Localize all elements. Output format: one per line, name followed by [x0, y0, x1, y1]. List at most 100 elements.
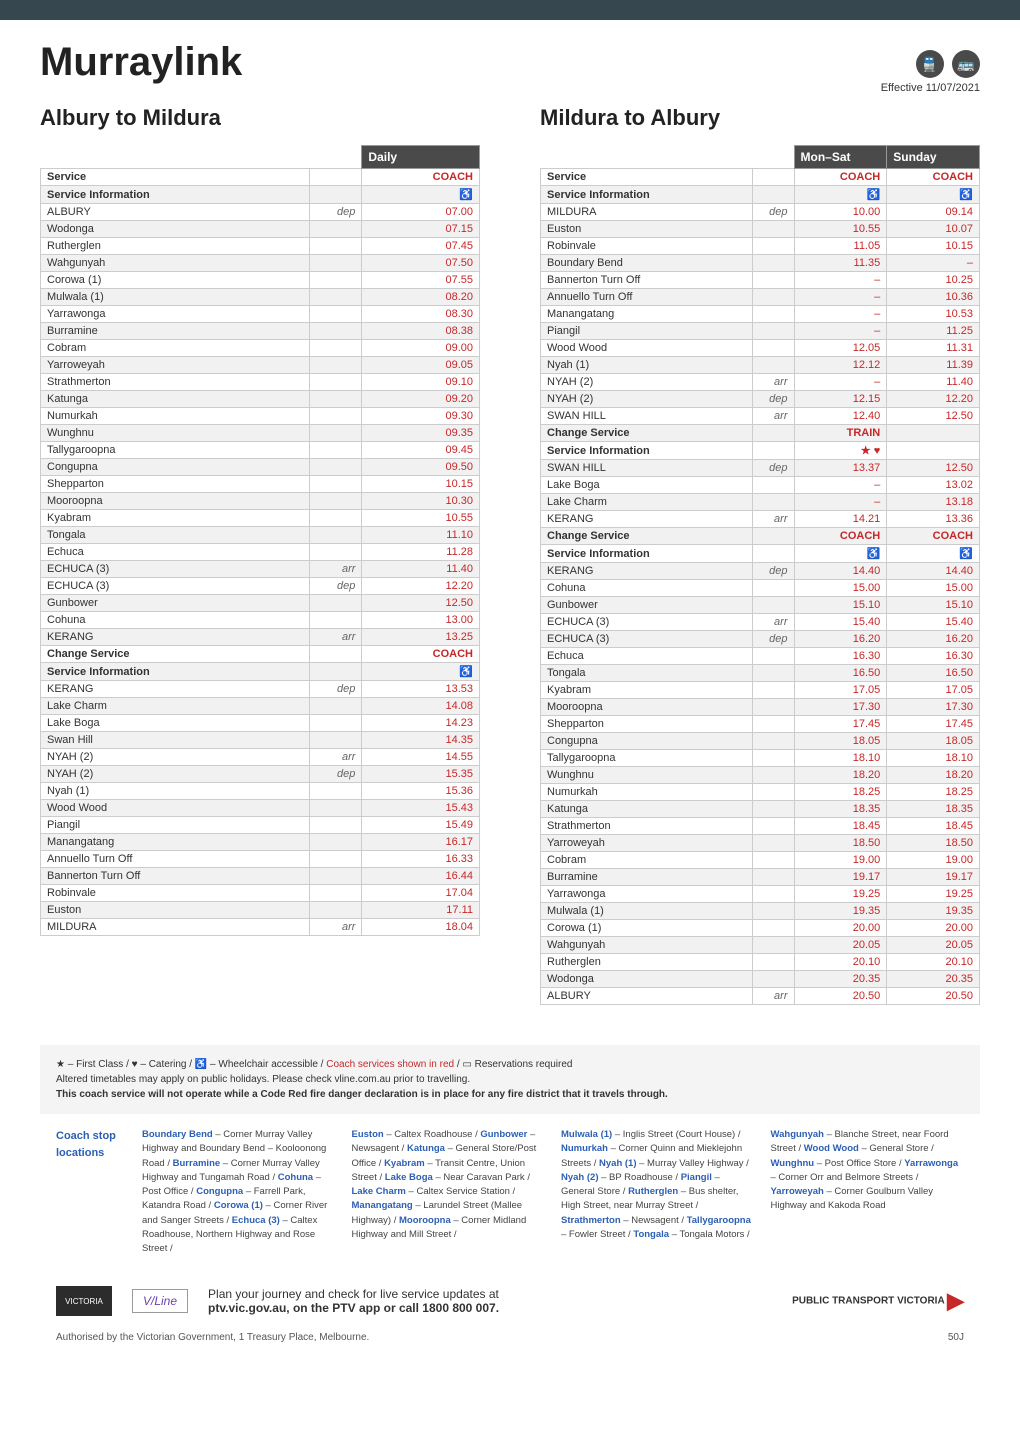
- time-value: 13.18: [887, 494, 980, 511]
- time-value: 15.36: [362, 783, 480, 800]
- timetable-row: Katunga 09.20: [41, 391, 480, 408]
- stop-name: ALBURY: [41, 204, 310, 221]
- auth-code: 50J: [948, 1332, 964, 1343]
- time-value: 18.05: [887, 733, 980, 750]
- stop-tag: dep: [752, 460, 794, 477]
- stop-tag: [309, 851, 362, 868]
- plan-text: Plan your journey and check for live ser…: [208, 1287, 499, 1301]
- time-value: 09.20: [362, 391, 480, 408]
- timetable-row: Gunbower15.1015.10: [541, 597, 980, 614]
- stop-name: Annuello Turn Off: [541, 289, 753, 306]
- time-value: TRAIN: [794, 425, 887, 442]
- stop-tag: dep: [309, 204, 362, 221]
- timetable-row: Yarroweyah18.5018.50: [541, 835, 980, 852]
- stop-name: Mulwala (1): [41, 289, 310, 306]
- time-value: 16.50: [794, 665, 887, 682]
- timetable-row: ECHUCA (3)dep12.20: [41, 578, 480, 595]
- time-value: ♿: [794, 545, 887, 563]
- time-value: 10.55: [794, 221, 887, 238]
- timetable-row: ServiceCOACH: [41, 169, 480, 186]
- timetable-row: Rutherglen07.45: [41, 238, 480, 255]
- time-value: 16.17: [362, 834, 480, 851]
- coach-stops: Coach stop locations Boundary Bend – Cor…: [40, 1114, 980, 1276]
- stop-tag: arr: [752, 614, 794, 631]
- stop-tag: [309, 698, 362, 715]
- timetable-row: Shepparton10.15: [41, 476, 480, 493]
- stop-name: Manangatang: [541, 306, 753, 323]
- legend: ★ – First Class / ♥ – Catering / ♿ – Whe…: [40, 1045, 980, 1114]
- coach-stops-col-1: Boundary Bend – Corner Murray Valley Hig…: [142, 1128, 336, 1256]
- timetable-row: Wodonga07.15: [41, 221, 480, 238]
- stop-name: Corowa (1): [41, 272, 310, 289]
- time-value: ♿: [887, 545, 980, 563]
- timetable-row: Yarroweyah09.05: [41, 357, 480, 374]
- time-value: 14.08: [362, 698, 480, 715]
- header-icons: 🚆 🚌 Effective 11/07/2021: [881, 50, 980, 94]
- time-value: 15.49: [362, 817, 480, 834]
- day-header: Sunday: [887, 146, 980, 169]
- stop-tag: [309, 527, 362, 544]
- timetable-row: Cobram09.00: [41, 340, 480, 357]
- timetable-row: KERANGarr13.25: [41, 629, 480, 646]
- time-value: 11.10: [362, 527, 480, 544]
- timetable-row: Corowa (1)20.0020.00: [541, 920, 980, 937]
- stop-tag: [309, 800, 362, 817]
- stop-name: NYAH (2): [41, 766, 310, 783]
- timetable-row: Lake Charm–13.18: [541, 494, 980, 511]
- stop-name: Congupna: [41, 459, 310, 476]
- timetable-row: KERANGdep13.53: [41, 681, 480, 698]
- timetable-row: Annuello Turn Off16.33: [41, 851, 480, 868]
- timetable-row: NYAH (2)arr14.55: [41, 749, 480, 766]
- timetable-row: ALBURYdep07.00: [41, 204, 480, 221]
- stop-tag: [309, 646, 362, 663]
- time-value: 13.37: [794, 460, 887, 477]
- stop-name: NYAH (2): [41, 749, 310, 766]
- stop-name: Kyabram: [541, 682, 753, 699]
- timetable-row: Wunghnu09.35: [41, 425, 480, 442]
- time-value: ♿: [362, 186, 480, 204]
- stop-name: ECHUCA (3): [541, 631, 753, 648]
- stop-tag: [309, 885, 362, 902]
- timetable-row: Bannerton Turn Off16.44: [41, 868, 480, 885]
- time-value: 13.00: [362, 612, 480, 629]
- top-bar: [0, 0, 1020, 20]
- time-value: 09.35: [362, 425, 480, 442]
- stop-tag: arr: [309, 629, 362, 646]
- timetable-row: Manangatang–10.53: [541, 306, 980, 323]
- time-value: 20.05: [794, 937, 887, 954]
- time-value: 12.40: [794, 408, 887, 425]
- timetable-row: Service Information♿♿: [541, 186, 980, 204]
- stop-tag: dep: [752, 631, 794, 648]
- time-value: 18.10: [794, 750, 887, 767]
- time-value: 10.53: [887, 306, 980, 323]
- timetable-b: Mon–SatSundayServiceCOACHCOACHService In…: [540, 145, 980, 1005]
- timetable-row: Nyah (1)15.36: [41, 783, 480, 800]
- stop-tag: [752, 852, 794, 869]
- stop-name: Service Information: [541, 186, 753, 204]
- stop-name: Tongala: [541, 665, 753, 682]
- time-value: 20.50: [794, 988, 887, 1005]
- time-value: –: [794, 289, 887, 306]
- vline-logo: V/Line: [132, 1289, 188, 1313]
- stop-tag: [752, 289, 794, 306]
- timetable-a: DailyServiceCOACHService Information♿ALB…: [40, 145, 480, 936]
- time-value: 15.10: [794, 597, 887, 614]
- stop-tag: dep: [309, 766, 362, 783]
- timetable-row: Boundary Bend11.35–: [541, 255, 980, 272]
- stop-name: Burramine: [41, 323, 310, 340]
- stop-name: Lake Charm: [541, 494, 753, 511]
- time-value: 10.07: [887, 221, 980, 238]
- stop-name: Katunga: [541, 801, 753, 818]
- time-value: COACH: [887, 528, 980, 545]
- stop-tag: [752, 971, 794, 988]
- timetable-row: Wunghnu18.2018.20: [541, 767, 980, 784]
- stop-tag: [752, 886, 794, 903]
- stop-name: Service: [541, 169, 753, 186]
- stop-name: Piangil: [41, 817, 310, 834]
- time-value: 17.04: [362, 885, 480, 902]
- stop-name: Katunga: [41, 391, 310, 408]
- stop-name: Echuca: [541, 648, 753, 665]
- stop-name: Bannerton Turn Off: [41, 868, 310, 885]
- time-value: 14.21: [794, 511, 887, 528]
- legend-line3: This coach service will not operate whil…: [56, 1087, 964, 1102]
